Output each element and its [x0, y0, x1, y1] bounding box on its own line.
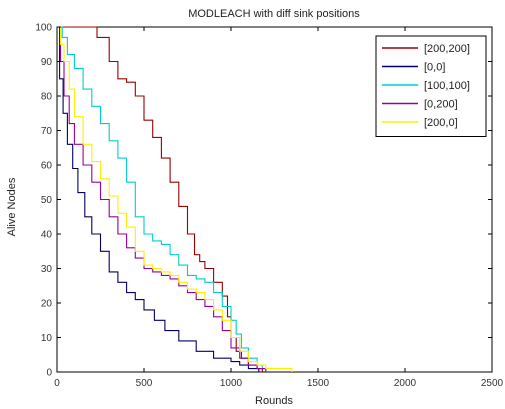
legend-label: [0,200]: [424, 99, 458, 111]
legend: [200,200] [0,0] [100,100] [0,200] [200,0]: [375, 35, 487, 137]
y-tick-label: 50: [41, 195, 53, 206]
y-tick-label: 0: [46, 368, 52, 379]
y-tick-label: 20: [41, 299, 53, 310]
chart-title: MODLEACH with diff sink positions: [188, 8, 360, 20]
y-tick-label: 30: [41, 264, 53, 275]
x-tick-label: 0: [54, 378, 60, 389]
y-tick-label: 90: [41, 57, 53, 68]
legend-label: [0,0]: [424, 62, 445, 74]
legend-box: [375, 35, 487, 137]
series-line-1: [57, 26, 263, 372]
series-line-3: [57, 26, 267, 372]
x-tick-label: 2000: [394, 378, 417, 389]
series-line-2: [57, 26, 260, 372]
y-tick-label: 100: [35, 23, 52, 34]
y-tick-label: 40: [41, 230, 53, 241]
y-axis-label: Alive Nodes: [6, 177, 18, 236]
y-tick-label: 10: [41, 333, 53, 344]
y-tick-label: 70: [41, 126, 53, 137]
x-tick-label: 1000: [220, 378, 243, 389]
legend-label: [100,100]: [424, 80, 470, 92]
series-line-5: [57, 26, 293, 372]
x-tick-label: 500: [136, 378, 153, 389]
y-tick-label: 60: [41, 161, 53, 172]
x-tick-label: 1500: [307, 378, 330, 389]
legend-label: [200,200]: [424, 43, 470, 55]
x-tick-label: 2500: [481, 378, 504, 389]
legend-label: [200,0]: [424, 117, 458, 129]
y-tick-label: 80: [41, 92, 53, 103]
x-axis-label: Rounds: [255, 395, 293, 407]
